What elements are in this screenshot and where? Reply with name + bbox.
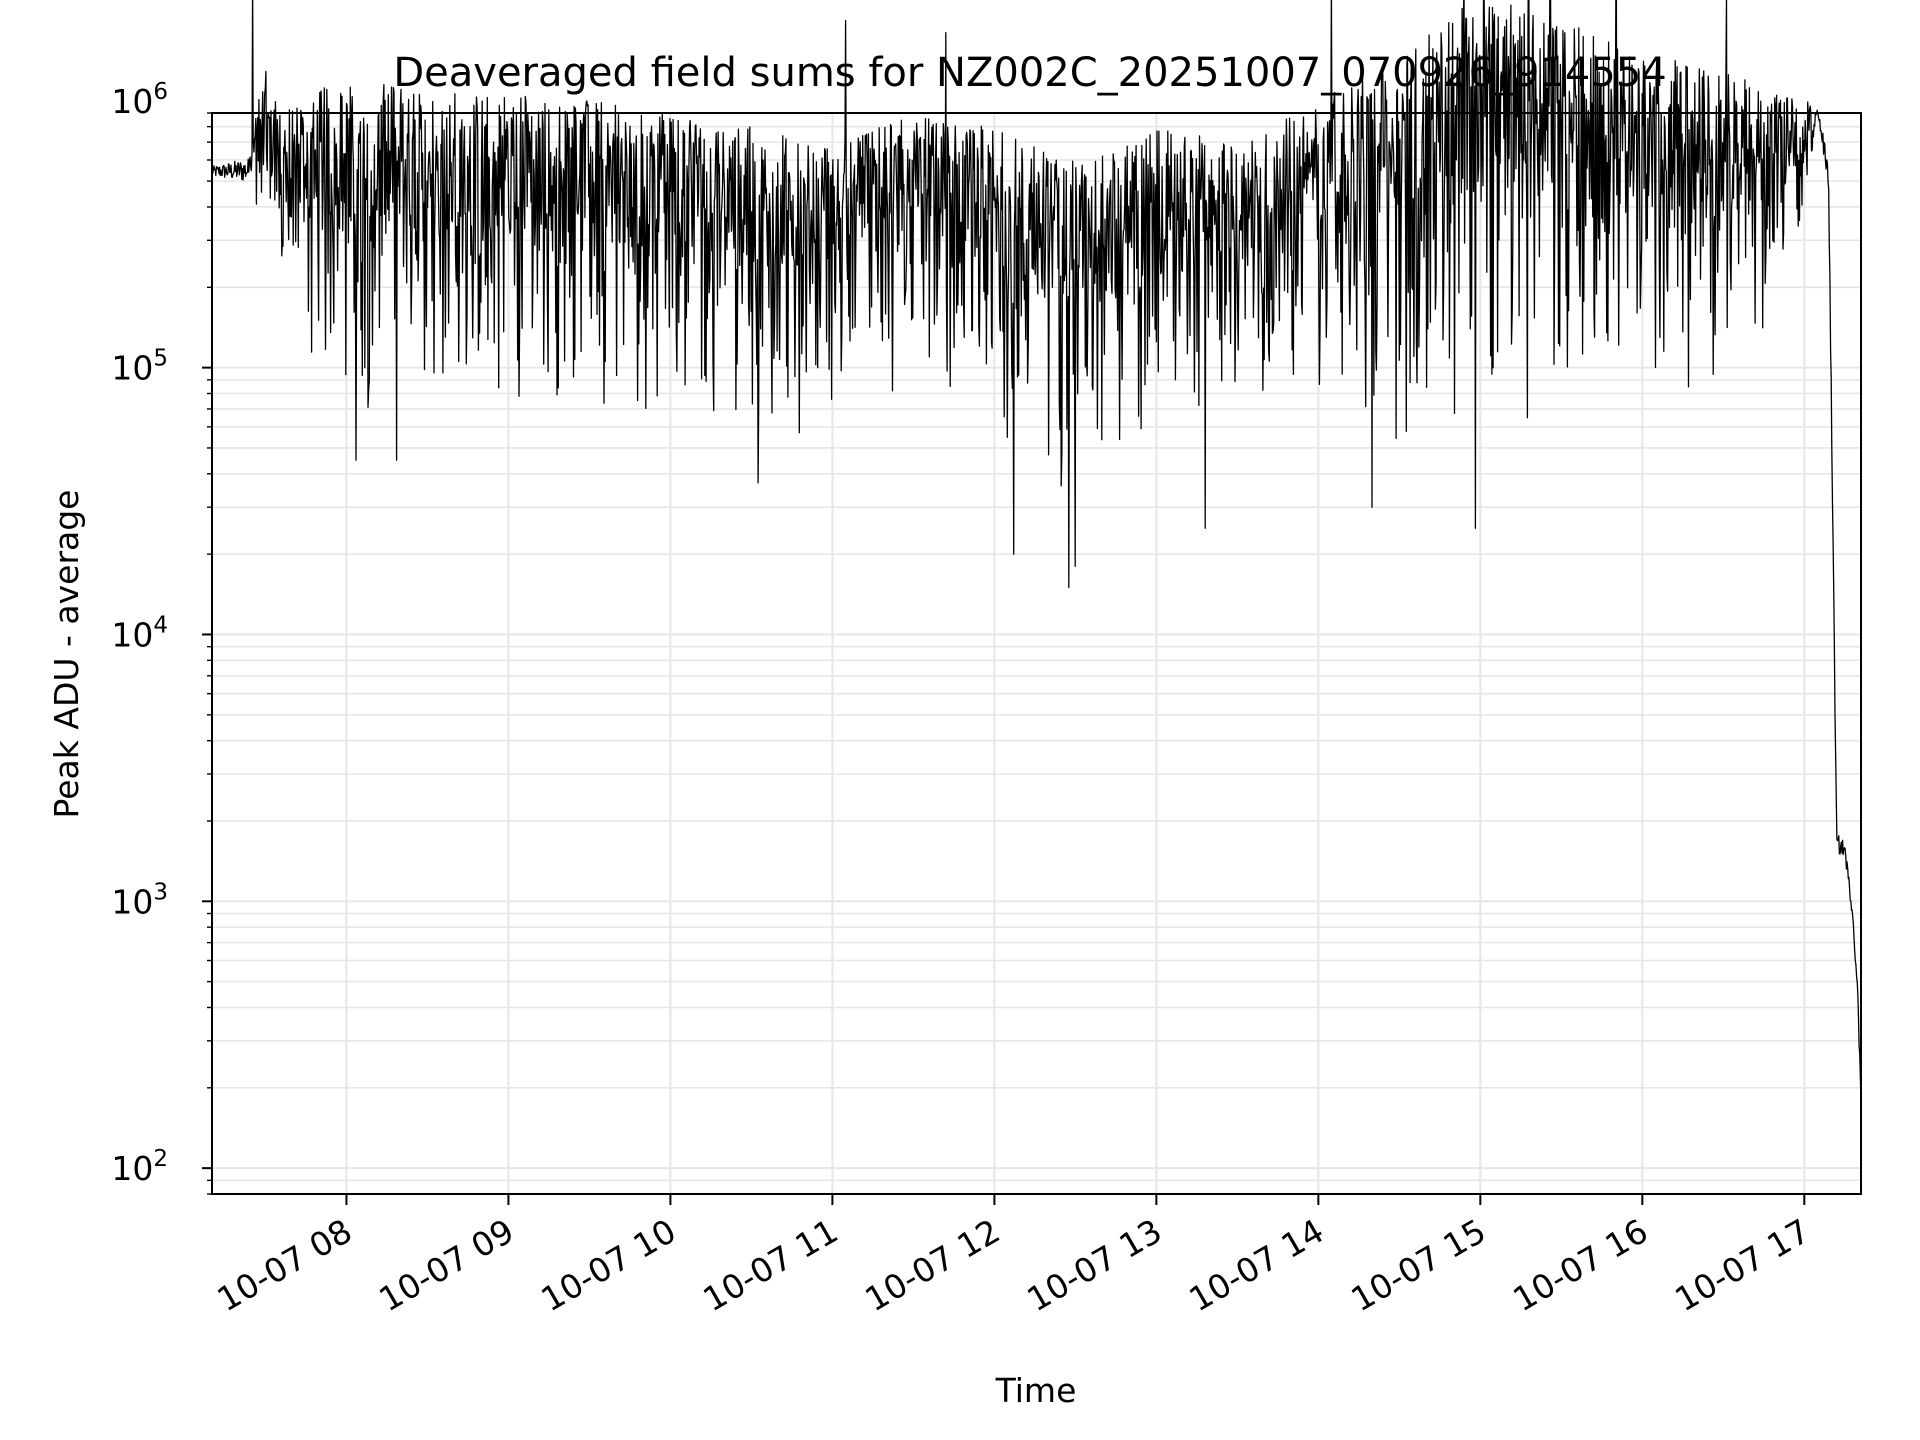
y-tick-label: 102 — [111, 1146, 168, 1188]
y-tick-label: 104 — [111, 612, 168, 654]
x-axis-label: Time — [995, 1371, 1077, 1410]
y-tick-label: 105 — [111, 346, 168, 388]
y-axis-label: Peak ADU - average — [47, 490, 86, 819]
series-group — [211, 0, 1862, 1106]
y-tick-label: 103 — [111, 879, 168, 921]
y-tick-label: 106 — [111, 79, 168, 121]
series-line — [211, 0, 1862, 1106]
plot-frame — [211, 112, 1862, 1195]
